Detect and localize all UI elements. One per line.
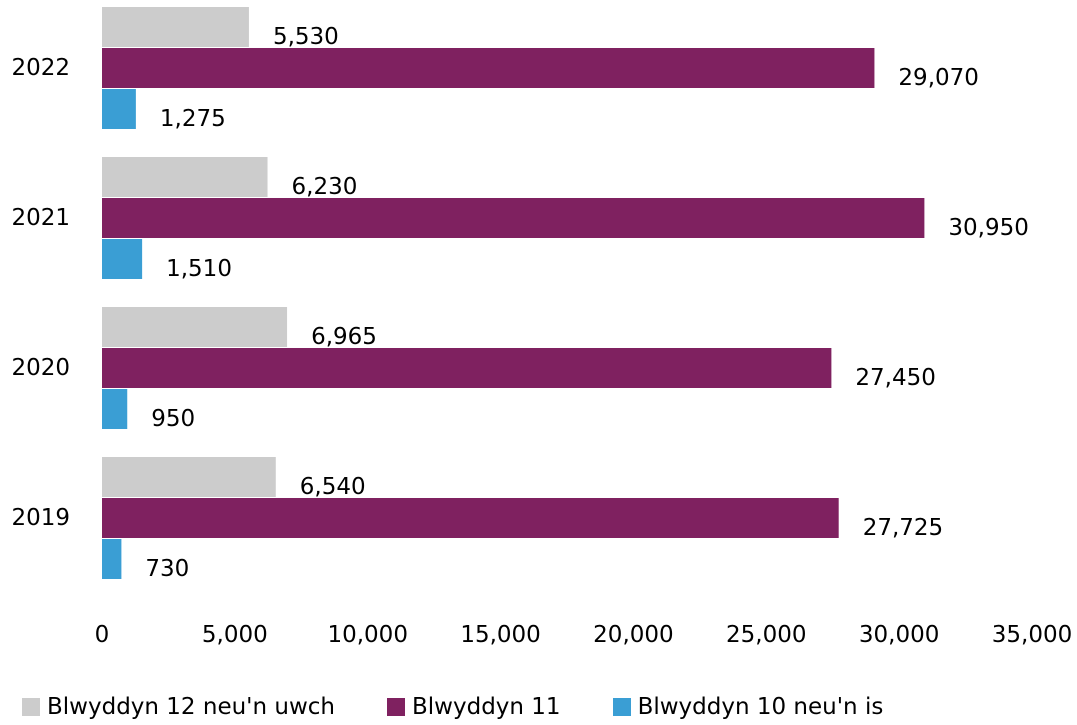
data-label-blwyddyn-12-neu-n-uwch-2020: 6,965 [311, 324, 377, 350]
data-label-blwyddyn-10-neu-n-is-2022: 1,275 [160, 106, 226, 132]
x-tick-label-35-000: 35,000 [992, 622, 1072, 648]
bar-blwyddyn-11-2021 [102, 198, 925, 238]
x-tick-label-20-000: 20,000 [593, 622, 673, 648]
x-tick-label-10-000: 10,000 [327, 622, 407, 648]
bar-blwyddyn-11-2019 [102, 498, 839, 538]
legend: Blwyddyn 12 neu'n uwch Blwyddyn 11 Blwyd… [22, 693, 935, 721]
bar-blwyddyn-11-2022 [102, 48, 875, 88]
category-label-2019: 2019 [11, 505, 70, 531]
data-label-blwyddyn-10-neu-n-is-2020: 950 [151, 406, 195, 432]
legend-swatch-year-11 [387, 698, 405, 716]
category-label-2020: 2020 [11, 355, 70, 381]
data-label-blwyddyn-10-neu-n-is-2019: 730 [145, 556, 189, 582]
legend-swatch-year-10 [612, 698, 631, 716]
category-label-2021: 2021 [11, 205, 70, 231]
x-tick-label-30-000: 30,000 [859, 622, 939, 648]
data-label-blwyddyn-12-neu-n-uwch-2019: 6,540 [300, 474, 366, 500]
x-tick-label-0: 0 [95, 622, 110, 648]
data-label-blwyddyn-11-2020: 27,450 [855, 365, 935, 391]
legend-label-year-10: Blwyddyn 10 neu'n is [637, 694, 884, 720]
bar-blwyddyn-12-neu-n-uwch-2019 [102, 457, 276, 497]
bar-blwyddyn-10-neu-n-is-2020 [102, 389, 128, 429]
bar-blwyddyn-12-neu-n-uwch-2022 [102, 7, 249, 47]
x-tick-label-25-000: 25,000 [726, 622, 806, 648]
x-tick-label-5-000: 5,000 [202, 622, 268, 648]
bar-blwyddyn-11-2020 [102, 348, 832, 388]
data-label-blwyddyn-11-2022: 29,070 [898, 65, 978, 91]
bar-blwyddyn-12-neu-n-uwch-2020 [102, 307, 288, 347]
bar-blwyddyn-10-neu-n-is-2019 [102, 539, 122, 579]
data-label-blwyddyn-10-neu-n-is-2021: 1,510 [166, 256, 232, 282]
data-label-blwyddyn-11-2021: 30,950 [948, 215, 1028, 241]
data-label-blwyddyn-12-neu-n-uwch-2022: 5,530 [273, 24, 339, 50]
legend-swatch-year-12 [22, 698, 40, 716]
bar-blwyddyn-10-neu-n-is-2021 [102, 239, 143, 279]
legend-label-year-12: Blwyddyn 12 neu'n uwch [47, 694, 335, 720]
legend-label-year-11: Blwyddyn 11 [412, 694, 561, 720]
legend-item-year-11: Blwyddyn 11 [387, 694, 561, 720]
x-tick-label-15-000: 15,000 [460, 622, 540, 648]
bar-blwyddyn-10-neu-n-is-2022 [102, 89, 136, 129]
bar-blwyddyn-12-neu-n-uwch-2021 [102, 157, 268, 197]
data-label-blwyddyn-12-neu-n-uwch-2021: 6,230 [292, 174, 358, 200]
legend-item-year-10: Blwyddyn 10 neu'n is [612, 694, 884, 720]
category-label-2022: 2022 [11, 55, 70, 81]
bar-chart: 2022 5,530 29,070 1,275 2021 6,230 30,950 1,510… [11, 7, 1072, 648]
legend-item-year-12: Blwyddyn 12 neu'n uwch [22, 694, 335, 720]
data-label-blwyddyn-11-2019: 27,725 [863, 515, 943, 541]
